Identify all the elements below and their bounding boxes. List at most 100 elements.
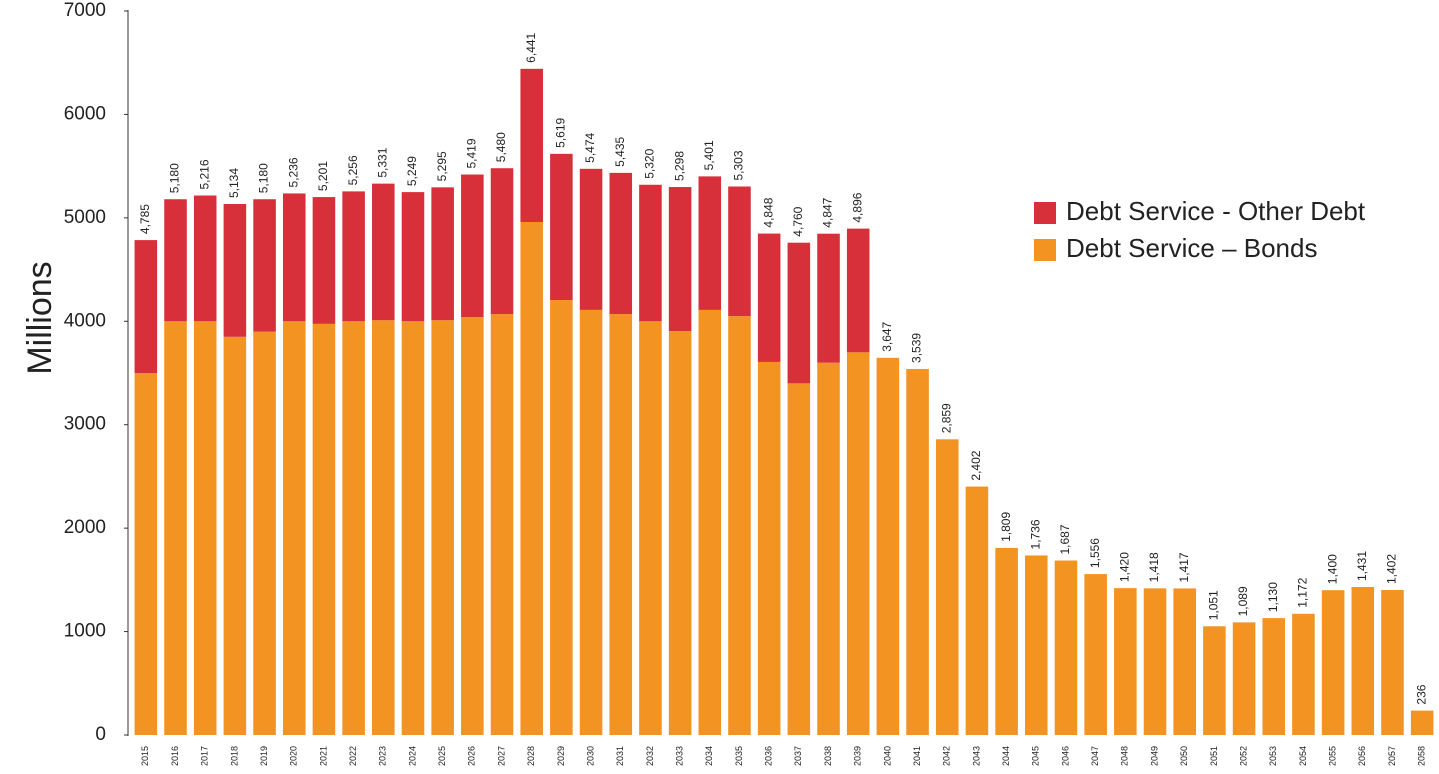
bar-segment <box>461 317 484 735</box>
bar-segment <box>1025 555 1048 735</box>
x-tick-label: 2038 <box>823 746 833 766</box>
total-label: 5,134 <box>227 168 241 198</box>
total-label: 4,785 <box>138 204 152 234</box>
bar-segment <box>401 321 425 735</box>
x-tick-label: 2029 <box>556 746 566 766</box>
bar-segment <box>282 193 306 322</box>
x-tick-label: 2042 <box>942 746 952 766</box>
total-label: 5,249 <box>405 156 419 186</box>
x-tick-label: 2019 <box>259 746 269 766</box>
total-label: 4,760 <box>791 206 805 236</box>
x-tick-label: 2032 <box>645 746 655 766</box>
x-tick-label: 2020 <box>289 746 299 766</box>
x-tick-label: 2033 <box>674 746 684 766</box>
total-label: 1,130 <box>1266 582 1280 612</box>
bar-segment <box>372 183 395 321</box>
total-label: 4,896 <box>850 192 864 222</box>
bar-segment <box>134 240 158 373</box>
bar-segment <box>312 197 336 324</box>
total-label: 1,400 <box>1325 554 1339 584</box>
bar-segment <box>817 233 840 363</box>
bar-segment <box>520 68 543 222</box>
bar-segment <box>846 228 870 353</box>
x-tick-label: 2050 <box>1179 746 1189 766</box>
total-label: 6,441 <box>524 32 538 62</box>
bar-segment <box>1262 618 1286 735</box>
bar-segment <box>579 309 603 735</box>
bar-segment <box>1143 588 1167 735</box>
total-label: 3,539 <box>910 333 924 363</box>
bar-segment <box>728 186 751 317</box>
bar-segment <box>757 233 781 362</box>
bar-segment <box>757 361 781 735</box>
bar-segment <box>1410 710 1434 735</box>
bar-segment <box>253 199 276 332</box>
total-label: 4,847 <box>821 197 835 227</box>
bar-segment <box>372 320 395 735</box>
total-label: 2,859 <box>939 403 953 433</box>
x-tick-label: 2018 <box>229 746 239 766</box>
bar-segment <box>1321 590 1345 735</box>
x-tick-label: 2057 <box>1387 746 1397 766</box>
x-tick-label: 2031 <box>615 746 625 766</box>
bar-segment <box>401 192 425 322</box>
bar-segment <box>817 362 840 735</box>
y-tick-label: 3000 <box>64 414 106 435</box>
y-tick-label: 1000 <box>64 621 106 642</box>
x-tick-label: 2035 <box>734 746 744 766</box>
x-tick-label: 2015 <box>140 746 150 766</box>
bar-segment <box>609 172 633 315</box>
x-tick-label: 2055 <box>1327 746 1337 766</box>
x-tick-label: 2052 <box>1238 746 1248 766</box>
x-tick-label: 2041 <box>912 746 922 766</box>
legend-swatch <box>1034 239 1056 261</box>
bar-segment <box>995 547 1018 735</box>
total-label: 3,647 <box>880 321 894 351</box>
bar-segment <box>282 321 306 735</box>
y-tick-label: 5000 <box>64 207 106 228</box>
x-tick-label: 2025 <box>437 746 447 766</box>
x-tick-label: 2048 <box>1120 746 1130 766</box>
bar-segment <box>520 221 543 736</box>
total-label: 5,298 <box>672 151 686 181</box>
bar-segment <box>1292 613 1315 735</box>
bar-segment <box>906 368 929 735</box>
y-axis-label: Millions <box>21 261 59 374</box>
y-tick-label: 2000 <box>64 517 106 538</box>
y-tick-label: 0 <box>95 724 106 745</box>
bar-segment <box>935 439 959 735</box>
bar-segment <box>490 314 514 735</box>
bar-segment <box>461 174 484 318</box>
total-label: 1,051 <box>1207 590 1221 620</box>
total-label: 5,474 <box>583 132 597 162</box>
y-tick-label: 6000 <box>64 103 106 124</box>
total-label: 1,736 <box>1028 519 1042 549</box>
legend-label: Debt Service - Other Debt <box>1066 196 1366 226</box>
legend-label: Debt Service – Bonds <box>1066 233 1317 263</box>
x-tick-label: 2021 <box>318 746 328 766</box>
x-tick-label: 2056 <box>1357 746 1367 766</box>
total-label: 5,419 <box>465 138 479 168</box>
total-label: 1,417 <box>1177 552 1191 582</box>
total-label: 1,687 <box>1058 524 1072 554</box>
x-tick-label: 2047 <box>1090 746 1100 766</box>
total-label: 1,418 <box>1147 552 1161 582</box>
total-label: 1,556 <box>1088 538 1102 568</box>
total-label: 236 <box>1414 684 1428 704</box>
bar-segment <box>1381 589 1404 735</box>
x-tick-label: 2043 <box>971 746 981 766</box>
legend-swatch <box>1034 202 1056 224</box>
x-tick-label: 2026 <box>467 746 477 766</box>
x-tick-label: 2037 <box>793 746 803 766</box>
x-tick-label: 2058 <box>1417 746 1427 766</box>
bar-segment <box>342 191 365 322</box>
bar-segment <box>846 352 870 735</box>
bar-segment <box>223 336 247 735</box>
bar-segment <box>193 321 217 735</box>
total-label: 5,201 <box>316 161 330 191</box>
bar-segment <box>1203 626 1226 735</box>
x-tick-label: 2016 <box>170 746 180 766</box>
total-label: 1,420 <box>1118 552 1132 582</box>
bar-segment <box>668 187 692 332</box>
bar-segment <box>965 486 989 735</box>
